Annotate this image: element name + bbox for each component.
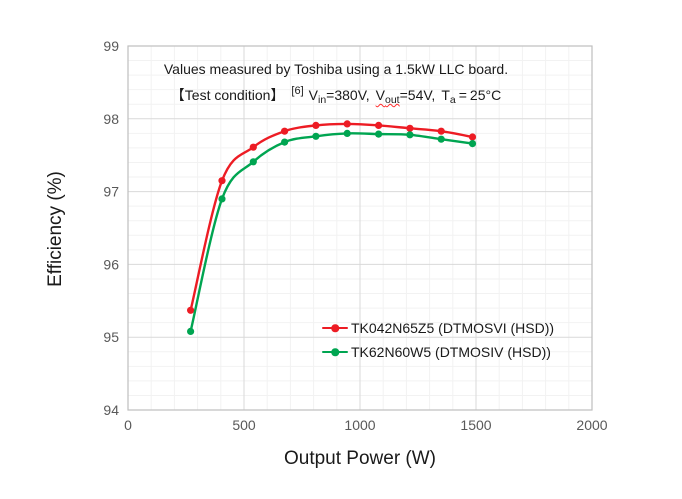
series-1-data-point-marker — [187, 306, 195, 314]
series-1-data-point-marker — [281, 127, 289, 135]
series2-label: TK62N60W5 (DTMOSIV (HSD)) — [351, 344, 551, 360]
series-2-data-point-marker — [343, 129, 351, 137]
y-axis-title: Efficiency (%) — [45, 171, 66, 287]
series-2-data-point-marker — [312, 132, 320, 140]
series-line-2 — [189, 132, 474, 333]
series1-line-marker-swatch — [322, 324, 348, 332]
series-2-data-point-marker — [375, 130, 383, 138]
chart-legend: TK042N65Z5 (DTMOSVI (HSD)) TK62N60W5 (DT… — [322, 316, 554, 364]
y-tick-label: 94 — [103, 402, 119, 418]
series2-marker-dot-icon — [331, 348, 339, 356]
series-1-data-point-marker — [249, 143, 257, 151]
series-1-data-point-marker — [312, 121, 320, 129]
series-2-data-point-marker — [187, 327, 195, 335]
x-tick-label: 0 — [124, 417, 132, 433]
vin-symbol: V — [308, 87, 318, 103]
series-1-data-point-marker — [468, 133, 477, 141]
ta-equals-sign: = — [458, 87, 467, 103]
footnote-reference: [6] — [291, 85, 304, 97]
y-tick-label: 97 — [103, 184, 119, 200]
vout-symbol: V — [375, 87, 385, 103]
series2-line-marker-swatch — [322, 348, 348, 356]
plot-border — [127, 45, 593, 411]
series-1-data-point-marker — [375, 121, 383, 129]
x-tick-label: 1000 — [344, 417, 375, 433]
vout-value: =54V, — [399, 87, 436, 103]
x-tick-label: 500 — [232, 417, 256, 433]
series-2-data-point-marker — [218, 195, 226, 203]
series-1-data-point-marker — [343, 120, 351, 128]
series-line-1 — [189, 122, 474, 312]
series-1-data-point-marker — [437, 127, 445, 135]
test-condition-bracket-label: 【Test condition】 — [170, 87, 285, 103]
y-tick-label: 96 — [103, 256, 119, 272]
x-tick-label: 2000 — [576, 417, 607, 433]
series1-label: TK042N65Z5 (DTMOSVI (HSD)) — [351, 320, 555, 336]
legend-item-tk62n60w5: TK62N60W5 (DTMOSIV (HSD)) — [322, 340, 554, 364]
ta-subscript: a — [449, 94, 456, 106]
legend-item-tk042n65z5: TK042N65Z5 (DTMOSVI (HSD)) — [322, 316, 554, 340]
vout-subscript: out — [385, 94, 400, 106]
y-tick-label: 98 — [103, 111, 119, 127]
ta-symbol: T — [441, 87, 450, 103]
series-2-data-point-marker — [468, 140, 477, 148]
test-condition-annotation: Values measured by Toshiba using a 1.5kW… — [140, 58, 532, 111]
series1-marker-dot-icon — [331, 324, 339, 332]
vin-subscript: in — [317, 94, 327, 106]
series-1-data-point-marker — [406, 124, 414, 132]
series-2-data-point-marker — [249, 158, 257, 166]
x-axis-title: Output Power (W) — [283, 448, 437, 469]
series-2-data-point-marker — [406, 131, 414, 139]
y-tick-label: 99 — [103, 38, 119, 54]
x-tick-label: 1500 — [460, 417, 491, 433]
annotation-line-2: 【Test condition】 [6] Vin=380V, Vout=54V, Ta =… — [140, 80, 532, 111]
series-2-data-point-marker — [437, 135, 445, 143]
series-1-data-point-marker — [218, 177, 226, 185]
ta-value: 25°C — [469, 87, 502, 103]
vout-term: Vout — [375, 87, 400, 106]
annotation-line-1: Values measured by Toshiba using a 1.5kW… — [163, 61, 509, 77]
y-tick-label: 95 — [103, 329, 119, 345]
vin-value: =380V, — [326, 87, 370, 103]
series-2-data-point-marker — [281, 138, 289, 146]
